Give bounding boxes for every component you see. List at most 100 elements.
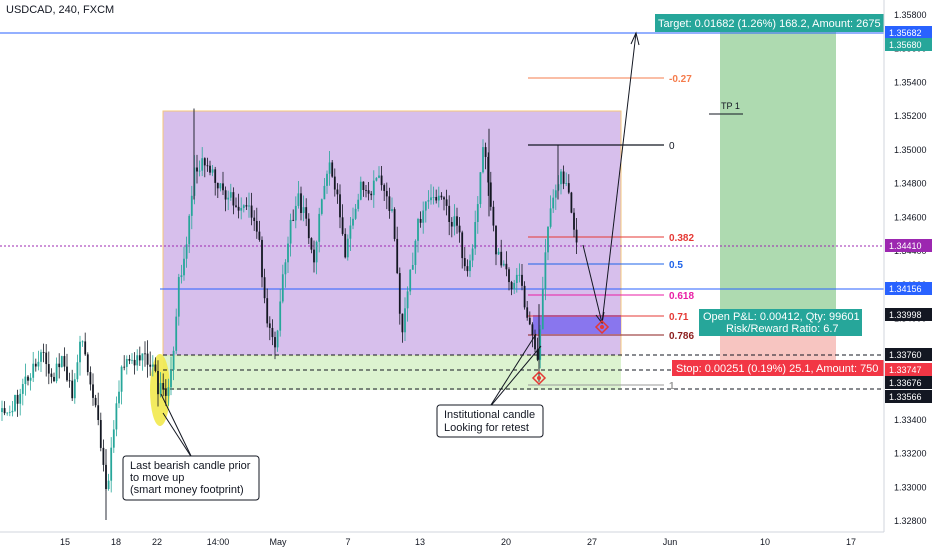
candle-body: [289, 219, 292, 244]
candle-body: [440, 195, 443, 198]
candle-body: [261, 239, 263, 278]
x-tick-label: 15: [60, 537, 70, 547]
candle-body: [414, 240, 417, 265]
candle-body: [495, 225, 497, 255]
candle-body: [216, 182, 219, 189]
annotation-bearish-line-1: Last bearish candle prior: [130, 460, 251, 472]
candle-body: [357, 199, 360, 209]
candle-body: [284, 262, 287, 275]
candle-body: [86, 354, 89, 373]
institutional-marker-icon[interactable]: [531, 370, 547, 386]
price-tag[interactable]: 1.35682: [885, 26, 932, 39]
candle-body: [333, 176, 336, 190]
target-zone[interactable]: [720, 18, 836, 336]
candle-body: [565, 183, 568, 184]
x-tick-label: 10: [760, 537, 770, 547]
pnl-label-text: Open P&L: 0.00412, Qty: 99601: [703, 311, 860, 323]
candle-body: [344, 233, 347, 258]
candle-body: [372, 180, 375, 196]
candle-body: [463, 258, 466, 267]
price-tag-label: 1.33760: [889, 350, 922, 360]
candle-body: [378, 175, 380, 178]
candle-body: [99, 420, 102, 448]
candle-body: [237, 206, 240, 211]
price-tag[interactable]: 1.33747: [885, 363, 932, 376]
candle-body: [476, 204, 479, 223]
pnl-label[interactable]: Open P&L: 0.00412, Qty: 99601 Risk/Rewar…: [699, 309, 862, 336]
fib-level-label: 1: [669, 381, 675, 392]
candle-body: [209, 165, 211, 173]
target-label[interactable]: Target: 0.01682 (1.26%) 168.2, Amount: 2…: [655, 14, 884, 32]
candle-body: [479, 172, 482, 205]
candle-body: [508, 269, 510, 283]
time-axis[interactable]: 15 18 22 14:00 May 7 13 20 27 Jun 10 17: [0, 531, 932, 550]
annotation-last-bearish-candle[interactable]: Last bearish candle prior to move up (sm…: [122, 455, 260, 501]
x-tick-label: Jun: [663, 537, 678, 547]
candle-body: [292, 219, 295, 221]
order-block-box[interactable]: [533, 315, 621, 334]
candle-body: [419, 218, 422, 223]
price-tag[interactable]: 1.33566: [885, 390, 932, 403]
candle-body: [266, 298, 269, 324]
candle-body: [297, 193, 300, 206]
candle-body: [32, 363, 35, 378]
candle-body: [232, 192, 235, 206]
candle-body: [112, 429, 115, 448]
candle-body: [409, 269, 412, 292]
candle-body: [461, 232, 464, 259]
candle-body: [274, 337, 276, 348]
candle-body: [339, 194, 341, 218]
candle-body: [474, 222, 477, 249]
projection-arrow-up[interactable]: [601, 32, 637, 324]
candle-body: [29, 377, 32, 381]
demand-zone[interactable]: [163, 355, 621, 390]
price-tag[interactable]: 1.33998: [885, 308, 932, 321]
pointer-bearish-1: [160, 393, 193, 459]
y-tick-label: 1.33400: [894, 415, 927, 425]
candle-body: [354, 208, 357, 219]
candle-body: [367, 190, 370, 194]
candle-body: [131, 359, 133, 361]
y-tick-label: 1.34800: [894, 179, 927, 189]
price-tag[interactable]: 1.34410: [885, 239, 932, 252]
annotation-institutional-candle[interactable]: Institutional candle Looking for retest: [436, 404, 544, 438]
candle-body: [34, 363, 37, 367]
candle-body: [68, 380, 71, 382]
candle-body: [245, 205, 248, 207]
candle-body: [437, 195, 440, 201]
candle-body: [224, 190, 227, 200]
candle-body: [16, 394, 19, 404]
candle-body: [313, 249, 315, 263]
candle-body: [427, 200, 430, 202]
annotation-bearish-line-2: to move up: [130, 472, 184, 484]
candle-body: [253, 217, 256, 221]
price-tag[interactable]: 1.33760: [885, 348, 932, 361]
stop-label[interactable]: Stop: 0.00251 (0.19%) 25.1, Amount: 750: [672, 360, 884, 376]
candle-body: [336, 189, 339, 195]
candle-body: [172, 350, 175, 370]
y-tick-label: 1.35200: [894, 111, 927, 121]
candle-body: [183, 258, 185, 276]
candle-body: [385, 190, 388, 197]
projection-arrow-down[interactable]: [582, 244, 603, 324]
price-tag[interactable]: 1.35680: [885, 38, 932, 51]
candle-body: [102, 447, 105, 465]
candle-body: [151, 364, 154, 367]
y-tick-label: 1.35000: [894, 145, 927, 155]
price-tag-label: 1.34156: [889, 284, 922, 294]
price-tag[interactable]: 1.33676: [885, 376, 932, 389]
candle-body: [276, 330, 279, 348]
candle-body: [471, 248, 474, 261]
candle-body: [362, 181, 365, 191]
candle-body: [497, 251, 500, 255]
price-tag[interactable]: 1.34156: [885, 282, 932, 295]
candle-body: [328, 162, 331, 174]
candle-body: [365, 190, 367, 191]
entry-marker-icon[interactable]: [594, 319, 610, 335]
candle-body: [21, 384, 24, 394]
price-axis[interactable]: 1.358001.356001.354001.352001.350001.348…: [883, 0, 932, 532]
candle-body: [515, 274, 518, 283]
candle-body: [24, 376, 27, 385]
x-tick-label: 18: [111, 537, 121, 547]
